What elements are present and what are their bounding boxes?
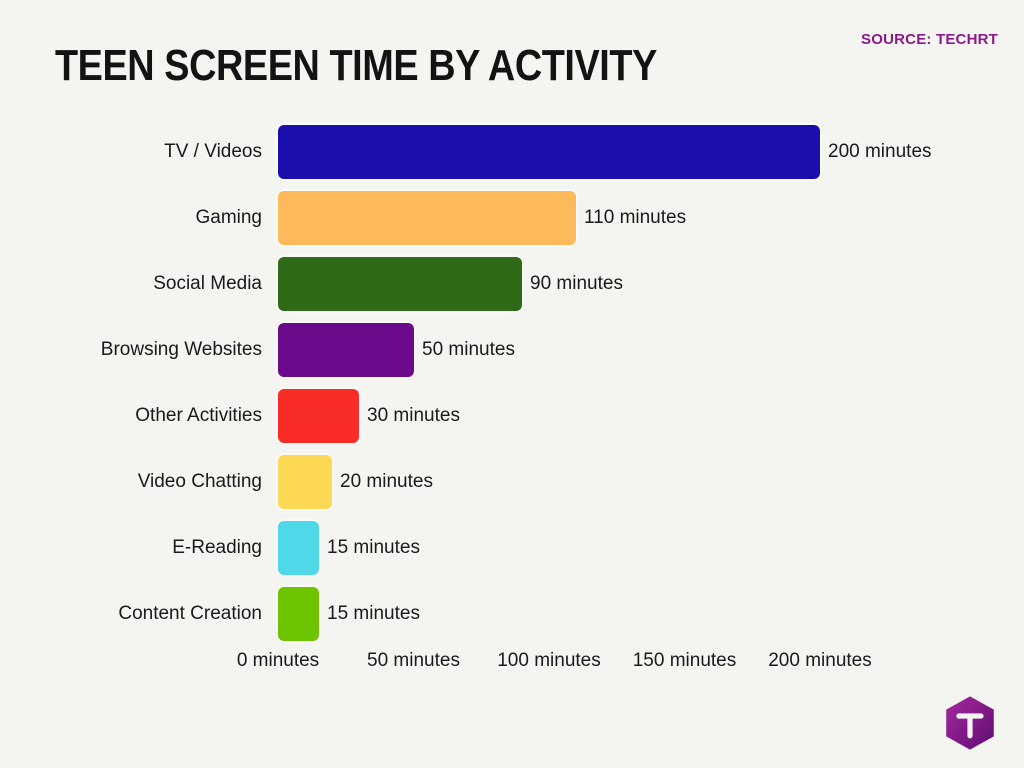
bar-value-label: 50 minutes <box>422 339 515 360</box>
bar-row: Gaming 110 minutes <box>0 191 1024 245</box>
category-label: Social Media <box>153 273 262 294</box>
bar-value-label: 110 minutes <box>584 207 687 228</box>
x-axis: 0 minutes 50 minutes 100 minutes 150 minute… <box>0 650 1024 678</box>
bar <box>278 191 576 245</box>
category-label: Video Chatting <box>137 471 262 492</box>
bar-value-label: 15 minutes <box>327 537 420 558</box>
bar-row: E-Reading 15 minutes <box>0 521 1024 575</box>
bar <box>278 257 522 311</box>
bar-row: Content Creation 15 minutes <box>0 587 1024 641</box>
x-axis-tick-label: 150 minutes <box>632 650 737 671</box>
bar <box>278 521 319 575</box>
bar-row: TV / Videos 200 minutes <box>0 125 1024 179</box>
bar <box>278 389 359 443</box>
x-axis-tick-label: 100 minutes <box>497 650 601 671</box>
bar-row: Video Chatting 20 minutes <box>0 455 1024 509</box>
bar-value-label: 30 minutes <box>367 405 460 426</box>
bar-value-label: 20 minutes <box>340 471 433 492</box>
bar-row: Browsing Websites 50 minutes <box>0 323 1024 377</box>
x-axis-tick-label: 200 minutes <box>768 650 872 671</box>
bar-value-label: 200 minutes <box>828 141 932 162</box>
bar-row: Other Activities 30 minutes <box>0 389 1024 443</box>
bar <box>278 455 332 509</box>
category-label: Other Activities <box>135 405 262 426</box>
page-title: Teen Screen Time by Activity <box>55 41 657 90</box>
source-label: SOURCE: TECHRT <box>861 31 998 48</box>
bar <box>278 125 820 179</box>
bar <box>278 587 319 641</box>
category-label: E-Reading <box>172 537 262 558</box>
category-label: TV / Videos <box>164 141 262 162</box>
bar-row: Social Media 90 minutes <box>0 257 1024 311</box>
x-axis-tick-label: 0 minutes <box>236 650 320 671</box>
bar-value-label: 90 minutes <box>530 273 623 294</box>
category-label: Browsing Websites <box>100 339 262 360</box>
bar-value-label: 15 minutes <box>327 603 420 624</box>
techrt-hexagon-logo <box>941 694 999 752</box>
category-label: Gaming <box>195 207 262 228</box>
x-axis-tick-label: 50 minutes <box>367 650 460 671</box>
category-label: Content Creation <box>118 603 262 624</box>
bar <box>278 323 414 377</box>
